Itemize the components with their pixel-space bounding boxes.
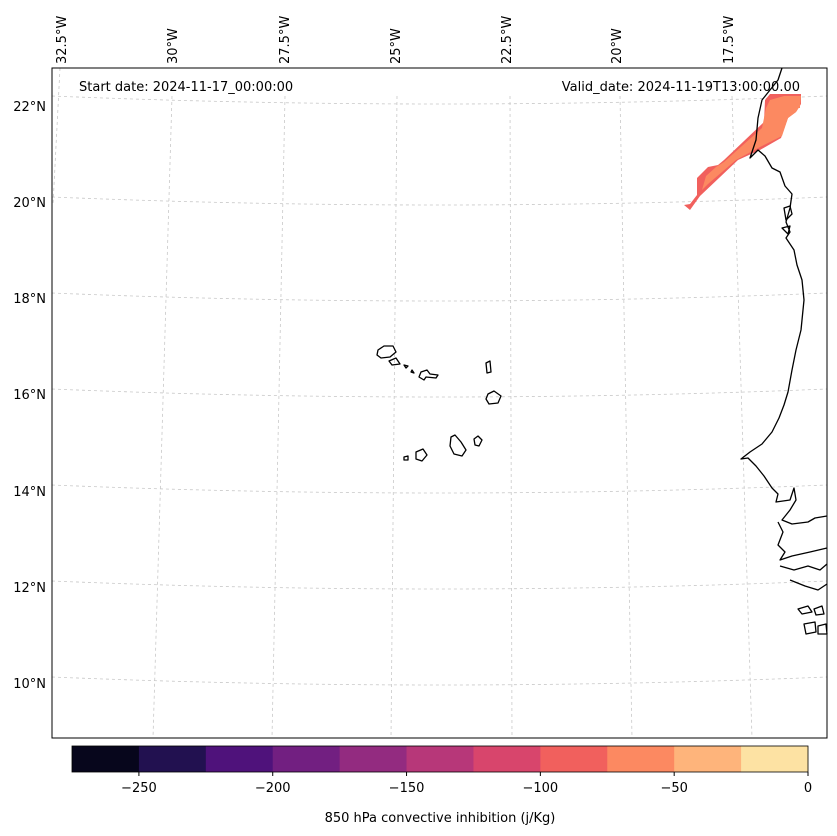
cape-verde-island (449, 434, 467, 457)
lon-gridline (390, 95, 398, 739)
cape-verde-island (403, 364, 409, 369)
lon-label: 32.5°W (55, 16, 70, 64)
colorbar-tick-label: −200 (255, 781, 291, 796)
cape-verde-island (388, 357, 401, 366)
cape-verde-island (415, 448, 428, 462)
colorbar-swatch (138, 746, 207, 772)
coastlines (376, 67, 828, 635)
colorbar-swatch (406, 746, 474, 772)
colorbar-outline (71, 745, 809, 773)
colorbar: −250 −200 −150 −100 −50 0 850 hPa convective … (71, 745, 812, 826)
map-frame (51, 67, 828, 739)
colorbar-swatch (607, 746, 675, 772)
colorbar-swatch (72, 746, 140, 772)
lat-gridline (51, 292, 828, 302)
lat-label: 12°N (13, 581, 46, 596)
lat-gridline (51, 484, 828, 494)
cin-band-core (702, 96, 801, 190)
cin-field (684, 94, 801, 210)
lon-label: 30°W (166, 28, 181, 64)
lat-label: 14°N (13, 485, 46, 500)
start-date-label: Start date: 2024-11-17_00:00:00 (79, 80, 293, 95)
bijagos-island (797, 605, 813, 615)
colorbar-tick-label: −250 (121, 781, 157, 796)
colorbar-swatch (272, 746, 341, 772)
lon-label: 20°W (610, 28, 625, 64)
coastal-island (781, 225, 791, 235)
colorbar-swatch (540, 746, 608, 772)
latitude-labels: 22°N 20°N 18°N 16°N 14°N 12°N 10°N (13, 100, 46, 692)
lat-label: 22°N (13, 100, 46, 115)
lon-label: 25°W (389, 28, 404, 64)
lon-gridline (619, 95, 633, 739)
west-africa-coastline (740, 67, 828, 525)
lat-label: 16°N (13, 388, 46, 403)
lon-gridline (509, 95, 513, 739)
cape-verde-island (473, 435, 483, 447)
lat-gridline (51, 196, 828, 206)
cape-verde-island (403, 455, 409, 461)
colorbar-swatch (473, 746, 541, 772)
lat-label: 20°N (13, 196, 46, 211)
colorbar-label: 850 hPa convective inhibition (j/Kg) (325, 811, 556, 826)
cape-verde-island (410, 369, 415, 374)
lon-label: 22.5°W (500, 16, 515, 64)
colorbar-swatch (674, 746, 742, 772)
colorbar-swatch (339, 746, 408, 772)
lat-label: 18°N (13, 292, 46, 307)
lon-gridline (731, 95, 753, 739)
valid-date-label: Valid_date: 2024-11-19T13:00:00.00 (562, 80, 800, 95)
colorbar-tick-label: −100 (523, 781, 559, 796)
cape-verde-island (485, 390, 502, 405)
colorbar-swatch (205, 746, 274, 772)
lat-gridline (51, 95, 828, 105)
west-africa-coastline (779, 563, 828, 571)
cin-band-core (788, 100, 800, 108)
lon-label: 27.5°W (278, 16, 293, 64)
graticule (51, 67, 828, 739)
cape-verde-island (376, 345, 397, 359)
west-africa-coastline (777, 521, 828, 561)
cape-verde-island (418, 369, 439, 381)
lon-gridline (271, 95, 286, 739)
lat-gridline (51, 388, 828, 398)
colorbar-tick-label: −50 (660, 781, 687, 796)
longitude-labels: 32.5°W 30°W 27.5°W 25°W 22.5°W 20°W 17.5… (55, 16, 737, 64)
lat-label: 10°N (13, 677, 46, 692)
coastal-island (783, 205, 793, 221)
bijagos-island (803, 621, 817, 635)
colorbar-tick-label: 0 (804, 781, 812, 796)
lon-label: 17.5°W (722, 16, 737, 64)
bijagos-island (813, 605, 825, 616)
cape-verde-island (485, 360, 492, 374)
lon-gridline (152, 95, 173, 739)
colorbar-swatch (741, 746, 809, 772)
west-africa-coastline (789, 579, 828, 591)
lat-gridline (51, 676, 828, 686)
lat-gridline (51, 580, 828, 590)
colorbar-tick-label: −150 (389, 781, 425, 796)
lon-gridline (52, 67, 61, 206)
